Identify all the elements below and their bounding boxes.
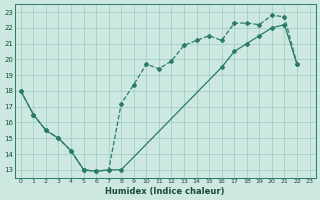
X-axis label: Humidex (Indice chaleur): Humidex (Indice chaleur)	[106, 187, 225, 196]
